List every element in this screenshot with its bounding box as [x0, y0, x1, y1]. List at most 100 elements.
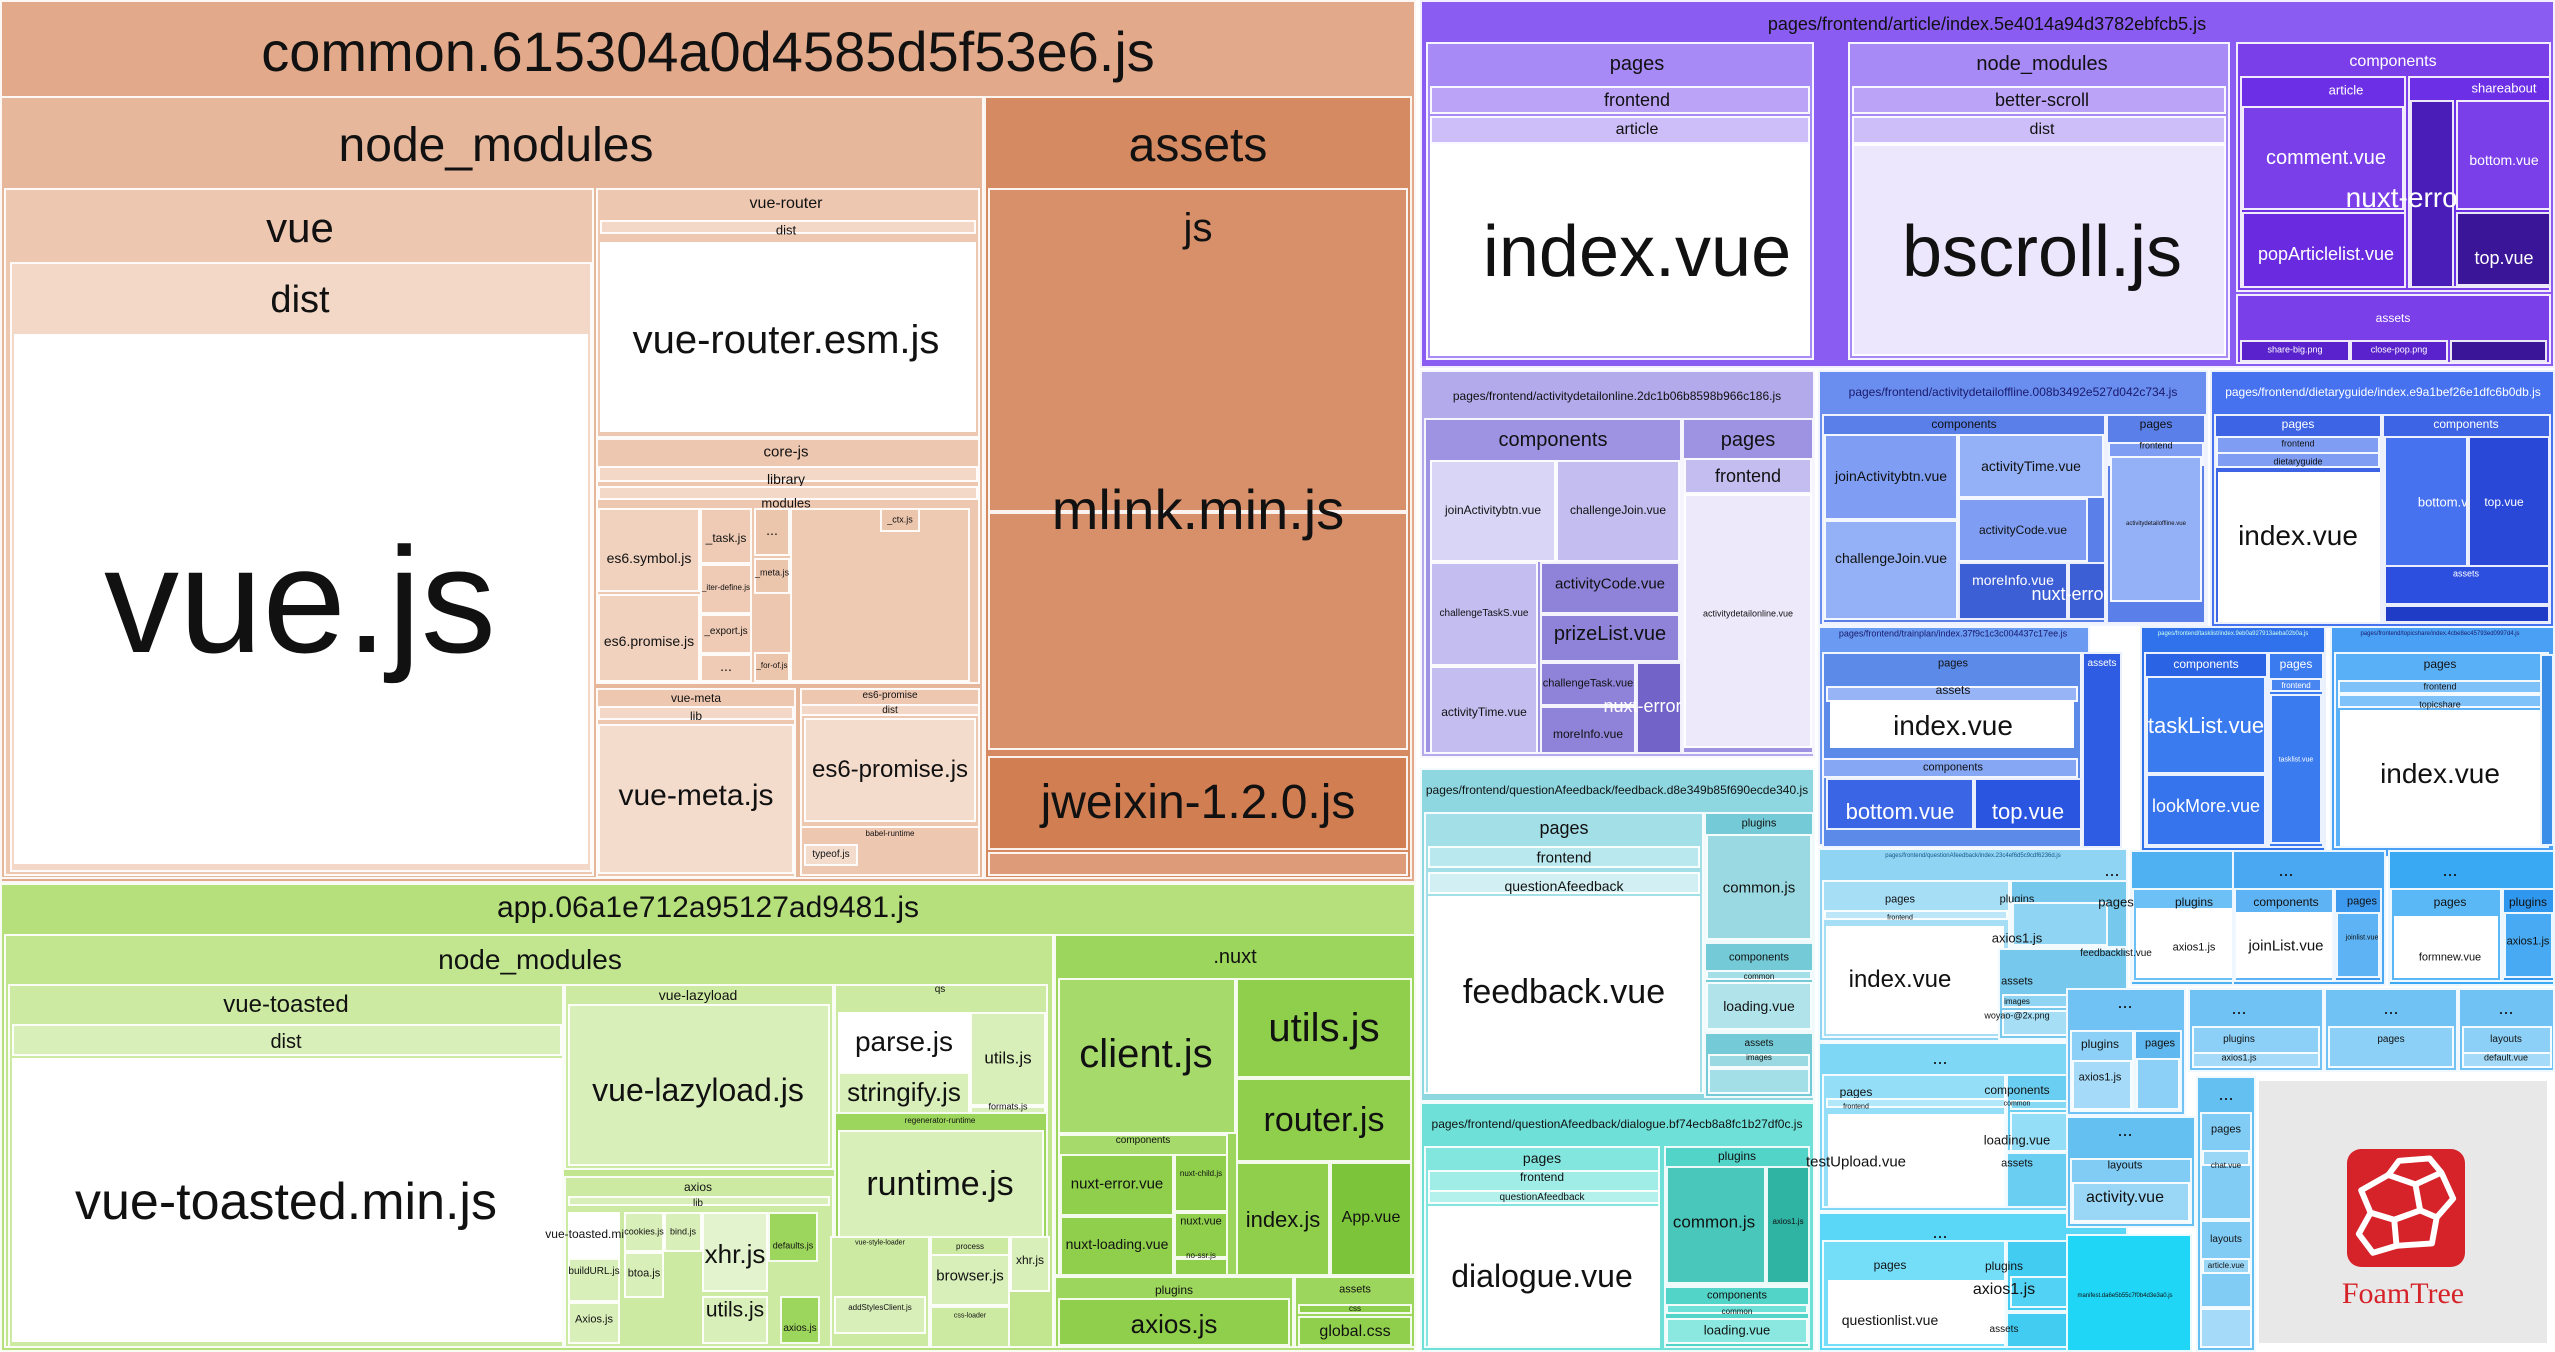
vue-meta-lib[interactable] — [598, 706, 794, 720]
joinActivitybtn-off[interactable] — [1824, 434, 1958, 520]
small1-pages-leaf[interactable] — [2136, 1058, 2180, 1110]
runtime-js[interactable] — [838, 1130, 1044, 1240]
challengeTaskS[interactable] — [1430, 562, 1538, 666]
act-online-more[interactable] — [1636, 662, 1682, 754]
dietary-guide[interactable] — [2216, 452, 2380, 468]
trainplan-bottom[interactable] — [1826, 778, 1974, 830]
feedback-frontend[interactable] — [1428, 846, 1700, 868]
prizeList[interactable] — [1540, 614, 1680, 662]
qs-utils[interactable] — [970, 1012, 1046, 1106]
bscroll-js[interactable] — [1852, 144, 2226, 356]
bind-js[interactable] — [664, 1212, 702, 1252]
feedback-vue[interactable] — [1428, 896, 1700, 1094]
dialogue-loading[interactable] — [1666, 1318, 1808, 1344]
core-js-small-modules[interactable] — [790, 508, 970, 682]
vue-router-esm[interactable] — [600, 242, 976, 432]
chat-vue[interactable] — [2202, 1150, 2250, 1166]
css-loader-dir[interactable] — [930, 1306, 1010, 1348]
article-article[interactable] — [1430, 116, 1810, 144]
qaindex-axios1[interactable] — [2012, 902, 2108, 946]
trainplan-assets[interactable] — [2082, 652, 2122, 848]
popArticlelist[interactable] — [2242, 212, 2406, 288]
challengeTask[interactable] — [1540, 662, 1636, 706]
chat-pages[interactable] — [2200, 1112, 2252, 1220]
lookMore-vue[interactable] — [2146, 774, 2266, 846]
router-js[interactable] — [1236, 1078, 1412, 1162]
defaults-js[interactable] — [768, 1212, 818, 1262]
jweixin-js[interactable] — [988, 756, 1408, 850]
es6-promise-dist[interactable] — [800, 704, 980, 716]
addStylesClient[interactable] — [834, 1296, 926, 1334]
joinActivitybtn[interactable] — [1430, 460, 1556, 562]
feedback-common-dir[interactable] — [1706, 970, 1812, 980]
nuxt-child[interactable] — [1174, 1154, 1228, 1212]
browser-js[interactable] — [930, 1254, 1010, 1306]
article-more[interactable] — [2410, 100, 2454, 288]
core-more-2[interactable] — [700, 654, 752, 682]
testupload-vue[interactable] — [1828, 1114, 2004, 1206]
small1-axios1[interactable] — [2072, 1060, 2132, 1110]
better-scroll[interactable] — [1852, 86, 2226, 114]
core-js-library[interactable] — [598, 466, 978, 482]
small2-axios1[interactable] — [2192, 1052, 2320, 1068]
btoa-js[interactable] — [624, 1252, 664, 1298]
challengeJoin-online[interactable] — [1556, 460, 1680, 562]
joinList-vue[interactable] — [2236, 912, 2332, 978]
meta-js[interactable] — [754, 558, 790, 594]
vue-toasted-min[interactable] — [12, 1058, 562, 1342]
taskList-vue[interactable] — [2146, 676, 2266, 774]
Axios-js[interactable] — [568, 1302, 620, 1344]
feedback-images-more[interactable] — [1708, 1068, 1810, 1094]
share-top[interactable] — [2456, 212, 2551, 286]
typeof-js[interactable] — [804, 844, 858, 866]
feedbacklist-vue[interactable] — [2136, 908, 2236, 978]
formnew-vue[interactable] — [2394, 916, 2498, 978]
for-of[interactable] — [754, 652, 790, 682]
feedback-qa[interactable] — [1428, 872, 1700, 894]
share-big[interactable] — [2240, 340, 2350, 362]
joinlist-vue-file[interactable] — [2336, 912, 2380, 978]
no-ssr[interactable] — [1174, 1258, 1228, 1276]
vue-toasted-dist[interactable] — [12, 1024, 562, 1056]
share-bottom[interactable] — [2456, 100, 2551, 210]
dialogue-common[interactable] — [1666, 1166, 1766, 1284]
layouts-article-vue[interactable] — [2202, 1258, 2250, 1274]
core-more-1[interactable] — [754, 508, 790, 556]
vue-router-dist[interactable] — [600, 220, 976, 234]
act-off-more[interactable] — [2068, 562, 2106, 620]
axios-lib[interactable] — [568, 1196, 830, 1206]
comment-vue[interactable] — [2242, 106, 2404, 210]
core-js-modules[interactable] — [598, 486, 978, 500]
dialogue-vue[interactable] — [1428, 1206, 1660, 1346]
assets-rest[interactable] — [988, 852, 1408, 876]
dialogue-qa[interactable] — [1428, 1190, 1660, 1204]
dietary-assets-more[interactable] — [2384, 605, 2550, 623]
article-frontend[interactable] — [1430, 86, 1810, 114]
assets-js-gap[interactable] — [988, 510, 1408, 514]
es6-symbol[interactable] — [598, 508, 700, 592]
formnew-axios1[interactable] — [2504, 912, 2553, 978]
tasklist-frontend[interactable] — [2270, 678, 2322, 692]
qaindex-frontend[interactable] — [1824, 910, 2008, 920]
dietary-bottom[interactable] — [2384, 436, 2468, 586]
chat-article-rest[interactable] — [2200, 1308, 2252, 1348]
feedback-images[interactable] — [1708, 1054, 1810, 1068]
vue-lazyload-js[interactable] — [568, 1004, 830, 1166]
act-online-activityCode[interactable] — [1540, 562, 1680, 614]
act-off-moreInfo[interactable] — [1958, 562, 2068, 620]
act-online-moreInfo[interactable] — [1540, 706, 1636, 754]
assets-css[interactable] — [1298, 1304, 1412, 1314]
axios-more[interactable] — [568, 1212, 620, 1258]
dietary-index[interactable] — [2218, 472, 2380, 622]
manifest-js[interactable] — [2066, 1234, 2192, 1352]
global-css[interactable] — [1298, 1316, 1412, 1346]
article-index-vue[interactable] — [1430, 144, 1810, 356]
axios-axios[interactable] — [780, 1296, 820, 1344]
feedback-loading[interactable] — [1706, 982, 1812, 1030]
layouts-activity-vue[interactable] — [2072, 1182, 2190, 1222]
cookies-js[interactable] — [624, 1212, 664, 1252]
act-online-activityTime[interactable] — [1430, 666, 1538, 754]
trainplan-components[interactable] — [1822, 758, 2078, 778]
questionlist-vue[interactable] — [1828, 1280, 2004, 1344]
feedback-common[interactable] — [1706, 834, 1812, 940]
